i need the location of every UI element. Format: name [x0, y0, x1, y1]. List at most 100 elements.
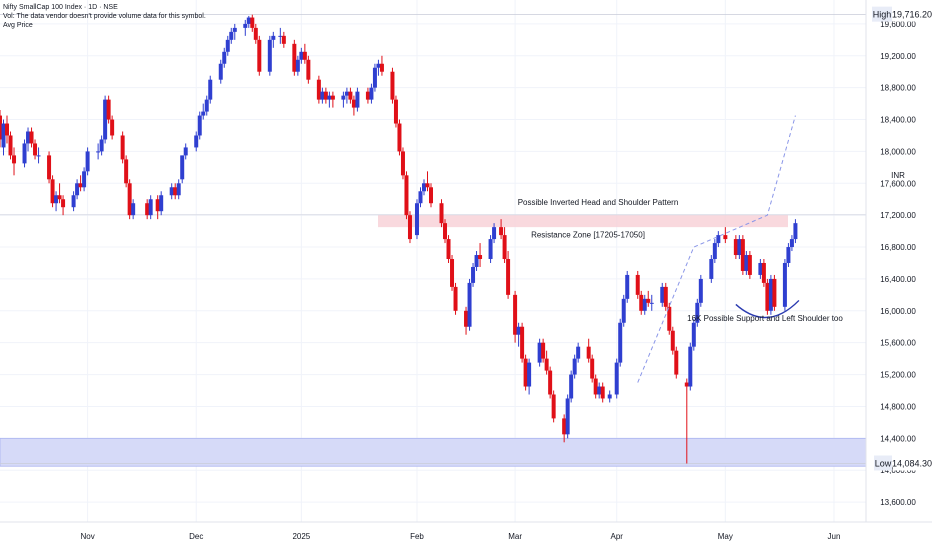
candle-down: [600, 386, 605, 399]
candle-up: [786, 247, 791, 263]
high-tag-bg: [872, 6, 892, 22]
candle-up: [201, 111, 206, 116]
candle-up: [36, 155, 41, 157]
candle-down: [155, 199, 160, 212]
candle-down: [365, 91, 370, 100]
candle-up: [471, 266, 476, 283]
candle-up: [299, 51, 304, 60]
x-tick-label: Jun: [828, 532, 841, 541]
candle-down: [292, 43, 297, 72]
candle-up: [222, 51, 227, 64]
candle-down: [663, 286, 668, 307]
candle-up: [85, 151, 90, 172]
y-tick-label: 14,800.00: [880, 402, 916, 411]
candle-up: [208, 79, 213, 100]
candle-down: [646, 298, 651, 303]
candle-up: [26, 131, 31, 144]
x-tick-label: 2025: [292, 532, 310, 541]
candle-up: [295, 59, 300, 72]
candle-down: [397, 123, 402, 152]
candle-up: [131, 203, 136, 216]
low-tag-label: Low: [875, 458, 892, 468]
candle-down: [47, 155, 52, 180]
candle-down: [590, 358, 595, 379]
y-tick-label: 14,000.00: [880, 466, 916, 475]
candle-up: [71, 195, 76, 208]
candle-up: [232, 27, 237, 32]
candle-down: [330, 95, 335, 100]
y-tick-label: 19,600.00: [880, 20, 916, 29]
candle-down: [740, 239, 745, 271]
candle-up: [99, 139, 104, 152]
candle-up: [527, 362, 532, 387]
candle-up: [418, 191, 423, 204]
candle-up: [516, 326, 521, 335]
candle-up: [618, 322, 623, 363]
candle-down: [390, 71, 395, 100]
candle-up: [793, 223, 798, 240]
y-tick-label: 13,600.00: [880, 498, 916, 507]
candle-up: [103, 99, 108, 140]
candle-up: [758, 262, 763, 275]
candle-down: [379, 63, 384, 72]
candle-down: [551, 394, 556, 419]
candle-up: [744, 255, 749, 271]
candle-up: [621, 298, 626, 323]
y-tick-label: 15,200.00: [880, 371, 916, 380]
low-tag-bg: [874, 455, 892, 471]
candle-down: [323, 91, 328, 100]
candle-up: [576, 346, 581, 359]
candle-down: [50, 179, 55, 204]
candle-down: [393, 99, 398, 124]
candle-up: [176, 183, 181, 196]
symbol-title: Nifty SmallCap 100 Index · 1D · NSE: [3, 4, 118, 11]
pattern-label: Possible Inverted Head and Shoulder Patt…: [518, 198, 679, 207]
candle-down: [513, 294, 518, 335]
candle-down: [544, 358, 549, 371]
candle-down: [478, 255, 483, 260]
high-tag-label: High: [873, 10, 892, 20]
candle-up: [267, 39, 272, 72]
candle-down: [351, 99, 356, 108]
support-zone: [0, 437, 867, 467]
currency-label: INR: [891, 171, 905, 180]
candle-down: [667, 306, 672, 331]
high-value-bg: [893, 6, 932, 22]
candle-up: [183, 147, 188, 156]
candle-up: [565, 398, 570, 435]
candle-down: [29, 131, 34, 144]
resistance-zone: [378, 214, 788, 228]
candle-up: [569, 374, 574, 399]
candle-up: [614, 362, 619, 395]
candle-down: [145, 203, 150, 216]
candle-down: [502, 235, 507, 260]
candle-up: [218, 63, 223, 80]
candle-up: [768, 278, 773, 311]
candle-up: [169, 187, 174, 196]
candle-down: [446, 239, 451, 260]
candle-down: [106, 99, 111, 120]
candle-up: [492, 227, 497, 240]
candle-down: [124, 159, 129, 184]
resistance-zone-label: Resistance Zone [17205-17050]: [531, 230, 645, 239]
shoulder-arc: [735, 299, 800, 319]
y-tick-label: 16,800.00: [880, 243, 916, 252]
y-tick-label: 14,400.00: [880, 434, 916, 443]
candle-down: [0, 115, 2, 140]
candle-down: [407, 215, 412, 240]
candle-up: [320, 91, 325, 100]
chart-legend: Nifty SmallCap 100 Index · 1D · NSE Vol:…: [3, 3, 206, 30]
candle-up: [148, 199, 153, 216]
candle-up: [180, 155, 185, 180]
candle-up: [197, 115, 202, 136]
candle-up: [474, 255, 479, 267]
candle-down: [348, 91, 353, 100]
candle-down: [33, 143, 38, 156]
candle-down: [404, 175, 409, 216]
support-note-label: 16K Possible Support and Left Shoulder t…: [687, 314, 843, 323]
y-tick-label: 19,200.00: [880, 52, 916, 61]
candle-up: [376, 63, 381, 68]
candle-down: [684, 382, 689, 387]
